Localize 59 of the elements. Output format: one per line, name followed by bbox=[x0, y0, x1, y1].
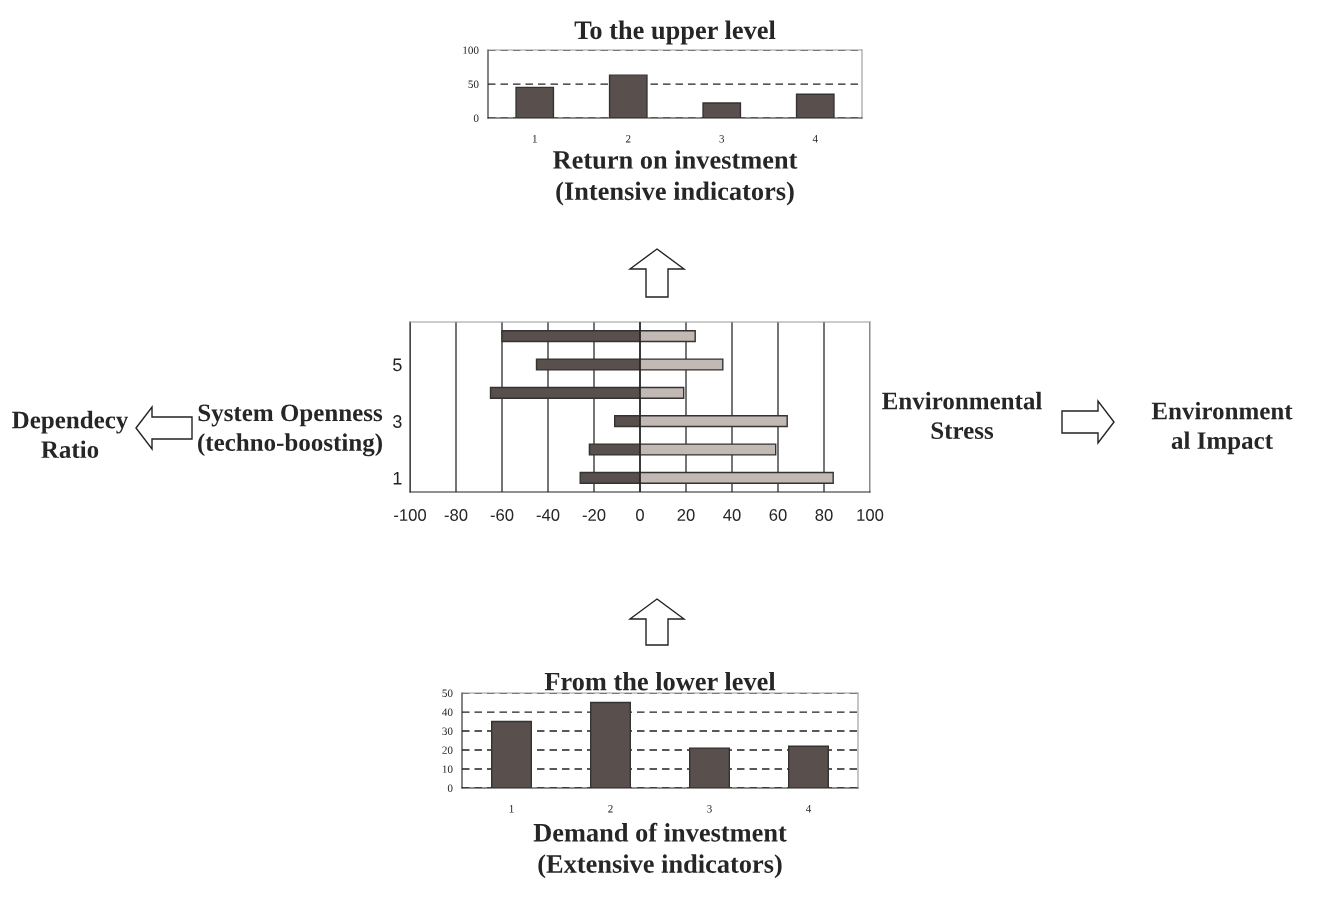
x-tick-label: 2 bbox=[608, 805, 613, 813]
x-tick-label: 20 bbox=[677, 509, 695, 521]
bar bbox=[608, 74, 648, 118]
x-tick-label: 100 bbox=[857, 509, 884, 521]
text: Dependecy Ratio bbox=[12, 410, 129, 459]
y-tick-label: 0 bbox=[473, 114, 479, 122]
x-axis-title: Demand of investment (Extensive indicators) bbox=[533, 822, 787, 879]
x-tick-label: 80 bbox=[815, 509, 833, 521]
bar bbox=[535, 358, 641, 371]
text: Environmental Stress bbox=[882, 391, 1042, 440]
bar bbox=[501, 330, 641, 343]
x-tick-label: 4 bbox=[805, 805, 812, 813]
y-tick-label: 0 bbox=[447, 784, 453, 792]
x-tick-label: 1 bbox=[509, 805, 514, 813]
bar bbox=[689, 747, 730, 788]
y-tick-label: 50 bbox=[468, 80, 479, 88]
y-tick-label: 40 bbox=[442, 708, 453, 716]
bar bbox=[614, 415, 641, 428]
bar bbox=[639, 358, 724, 371]
bar bbox=[588, 443, 641, 456]
bar bbox=[489, 386, 641, 399]
x-tick-label: 60 bbox=[769, 509, 787, 521]
x-tick-label: 3 bbox=[707, 805, 712, 813]
chart-title: To the upper level bbox=[574, 20, 776, 45]
y-tick-label: 30 bbox=[442, 727, 453, 735]
bar bbox=[639, 443, 777, 456]
x-tick-label: 1 bbox=[532, 135, 537, 143]
y-tick-label: 3 bbox=[393, 415, 402, 428]
y-tick-label: 5 bbox=[393, 358, 402, 372]
bar bbox=[491, 720, 532, 788]
x-tick-label: -60 bbox=[490, 509, 514, 521]
bar bbox=[795, 93, 835, 118]
chart-title: From the lower level bbox=[544, 671, 776, 691]
x-tick-label: -20 bbox=[582, 509, 606, 521]
y-tick-label: 20 bbox=[442, 746, 453, 754]
bar bbox=[639, 415, 788, 428]
y-tick-label: 10 bbox=[442, 765, 453, 773]
text: System Openness (techno-boosting) bbox=[198, 404, 383, 457]
y-tick-label: 1 bbox=[393, 471, 402, 485]
bar bbox=[579, 471, 641, 484]
bar bbox=[639, 386, 685, 399]
bar bbox=[515, 86, 555, 118]
x-tick-label: -100 bbox=[394, 509, 427, 521]
x-tick-label: -40 bbox=[536, 509, 560, 521]
x-tick-label: 4 bbox=[812, 135, 818, 143]
bar bbox=[788, 745, 829, 788]
y-tick-label: 50 bbox=[442, 689, 453, 697]
x-tick-label: 3 bbox=[719, 135, 725, 143]
x-axis-title: Return on investment (Intensive indicators) bbox=[553, 150, 798, 206]
bar bbox=[639, 330, 696, 343]
y-tick-label: 100 bbox=[463, 46, 479, 54]
x-tick-label: 0 bbox=[636, 509, 644, 521]
x-tick-label: 2 bbox=[625, 135, 631, 143]
bar bbox=[702, 102, 742, 118]
bar bbox=[639, 471, 834, 484]
x-tick-label: 40 bbox=[723, 509, 741, 521]
x-tick-label: -80 bbox=[444, 509, 468, 521]
bar bbox=[590, 701, 631, 788]
text: Environment al Impact bbox=[1151, 401, 1293, 455]
